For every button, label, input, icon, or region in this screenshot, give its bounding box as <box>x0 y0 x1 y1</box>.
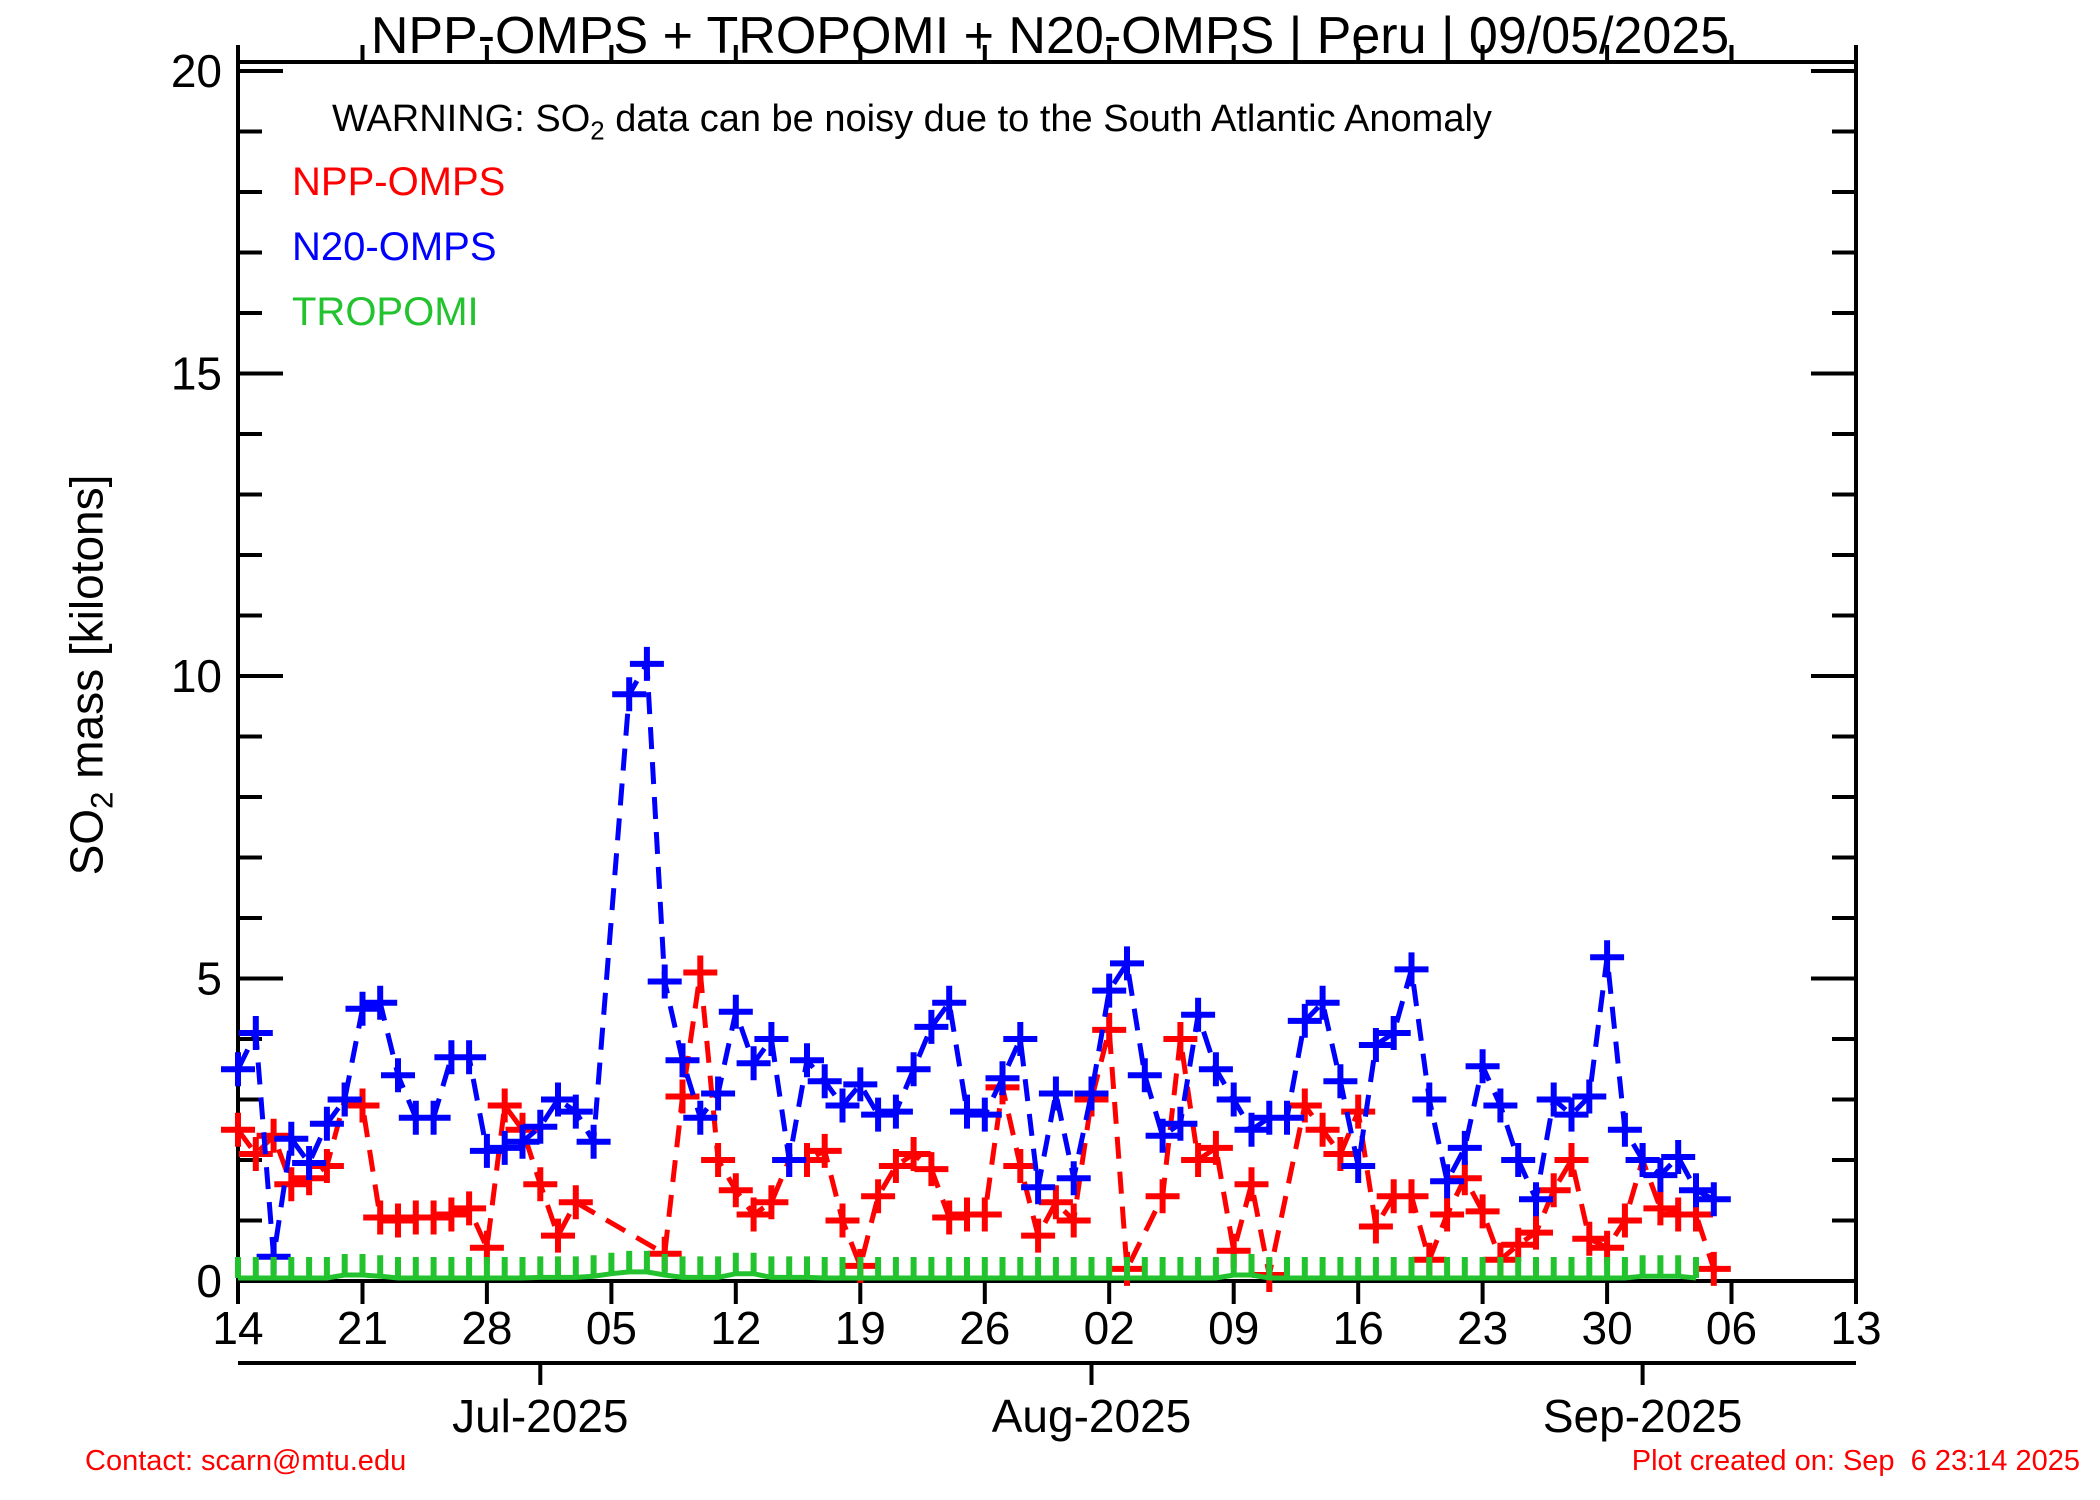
y-tick-label-20: 20 <box>171 45 222 97</box>
y-tick-label-0: 0 <box>196 1255 222 1307</box>
legend-item-tropomi: TROPOMI <box>292 290 479 334</box>
x-tick-label-16: 16 <box>1333 1302 1384 1354</box>
x-tick-label-26: 26 <box>959 1302 1010 1354</box>
x-tick-label-28: 28 <box>461 1302 512 1354</box>
legend-item-n20-omps: N20-OMPS <box>292 225 497 269</box>
x-tick-label-06: 06 <box>1706 1302 1757 1354</box>
series-tropomi-markers <box>235 1250 1699 1278</box>
x-tick-label-09: 09 <box>1208 1302 1259 1354</box>
month-axis <box>238 1361 1856 1385</box>
x-tick-label-12: 12 <box>710 1302 761 1354</box>
warning-text: WARNING: SO2 data can be noisy due to th… <box>332 98 1492 147</box>
plot-created-text: Plot created on: Sep 6 23:14 2025 <box>1631 1445 2080 1477</box>
y-tick-label-10: 10 <box>171 650 222 702</box>
y-tick-label-5: 5 <box>196 953 222 1005</box>
y-axis-ticks <box>238 69 1856 1283</box>
y-tick-label-15: 15 <box>171 348 222 400</box>
series-n20-omps-markers <box>221 646 1731 1274</box>
x-tick-label-13: 13 <box>1830 1302 1881 1354</box>
month-label-sep-2025: Sep-2025 <box>1543 1390 1743 1442</box>
warning-prefix: WARNING: SO <box>332 98 591 140</box>
warning-suffix: data can be noisy due to the South Atlan… <box>604 98 1492 140</box>
series-npp-omps-line <box>235 972 1717 1279</box>
plot-frame <box>236 60 1858 1283</box>
x-tick-label-05: 05 <box>586 1302 637 1354</box>
x-tick-label-21: 21 <box>337 1302 388 1354</box>
series-npp-omps-markers <box>221 955 1731 1292</box>
month-label-jul-2025: Jul-2025 <box>452 1390 628 1442</box>
x-tick-label-23: 23 <box>1457 1302 1508 1354</box>
x-tick-label-19: 19 <box>835 1302 886 1354</box>
series-n20-omps-line <box>235 655 1715 1258</box>
x-tick-label-30: 30 <box>1582 1302 1633 1354</box>
warning-subscript: 2 <box>590 117 605 146</box>
month-label-aug-2025: Aug-2025 <box>992 1390 1192 1442</box>
legend-item-npp-omps: NPP-OMPS <box>292 160 506 204</box>
x-tick-label-14: 14 <box>212 1302 263 1354</box>
chart-title: NPP-OMPS + TROPOMI + N20-OMPS | Peru | 0… <box>370 7 1730 65</box>
contact-text: Contact: scarn@mtu.edu <box>85 1445 407 1477</box>
x-axis-ticks <box>236 45 1858 1304</box>
x-tick-label-02: 02 <box>1084 1302 1135 1354</box>
